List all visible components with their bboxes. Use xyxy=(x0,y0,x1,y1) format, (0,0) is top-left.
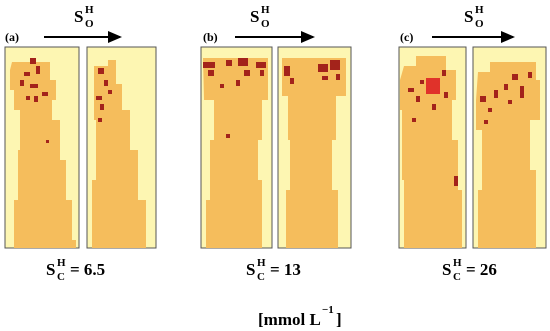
symbol: S xyxy=(442,260,451,279)
hotspots xyxy=(20,58,49,143)
symbol: S xyxy=(464,7,473,26)
condition-value: = 26 xyxy=(466,260,497,279)
panel-b xyxy=(200,46,352,249)
colony xyxy=(400,56,462,248)
units-sup: −1 xyxy=(322,304,334,316)
colony xyxy=(282,58,346,248)
symbol: S xyxy=(46,260,55,279)
symbol-sub: O xyxy=(85,18,94,30)
symbol: S xyxy=(250,7,259,26)
colony xyxy=(10,62,76,248)
hotspots xyxy=(284,60,340,84)
symbol-sup: H xyxy=(57,257,66,269)
hotspots xyxy=(96,68,112,122)
symbol: S xyxy=(74,7,83,26)
panel-label: (b) xyxy=(203,30,218,44)
symbol-sup: H xyxy=(453,257,462,269)
colony xyxy=(203,58,268,248)
symbol-sup: H xyxy=(261,4,270,16)
hotspots xyxy=(426,78,440,94)
symbol-sub: O xyxy=(475,18,484,30)
hotspots xyxy=(203,58,266,138)
units: [mmol L xyxy=(258,310,321,329)
condition-value: = 6.5 xyxy=(70,260,105,279)
symbol-sup: H xyxy=(257,257,266,269)
condition-value: = 13 xyxy=(270,260,301,279)
symbol-sub: C xyxy=(257,271,265,283)
panel-label: (a) xyxy=(5,30,19,44)
symbol-sup: H xyxy=(475,4,484,16)
colony xyxy=(92,60,146,248)
panel-a xyxy=(4,46,157,249)
symbol-sub: C xyxy=(57,271,65,283)
symbol-sub: O xyxy=(261,18,270,30)
symbol-sub: C xyxy=(453,271,461,283)
symbol: S xyxy=(246,260,255,279)
hotspots xyxy=(480,72,532,124)
panel-c xyxy=(398,46,547,249)
units-end: ] xyxy=(336,310,342,329)
symbol-sup: H xyxy=(85,4,94,16)
panel-label: (c) xyxy=(400,30,413,44)
